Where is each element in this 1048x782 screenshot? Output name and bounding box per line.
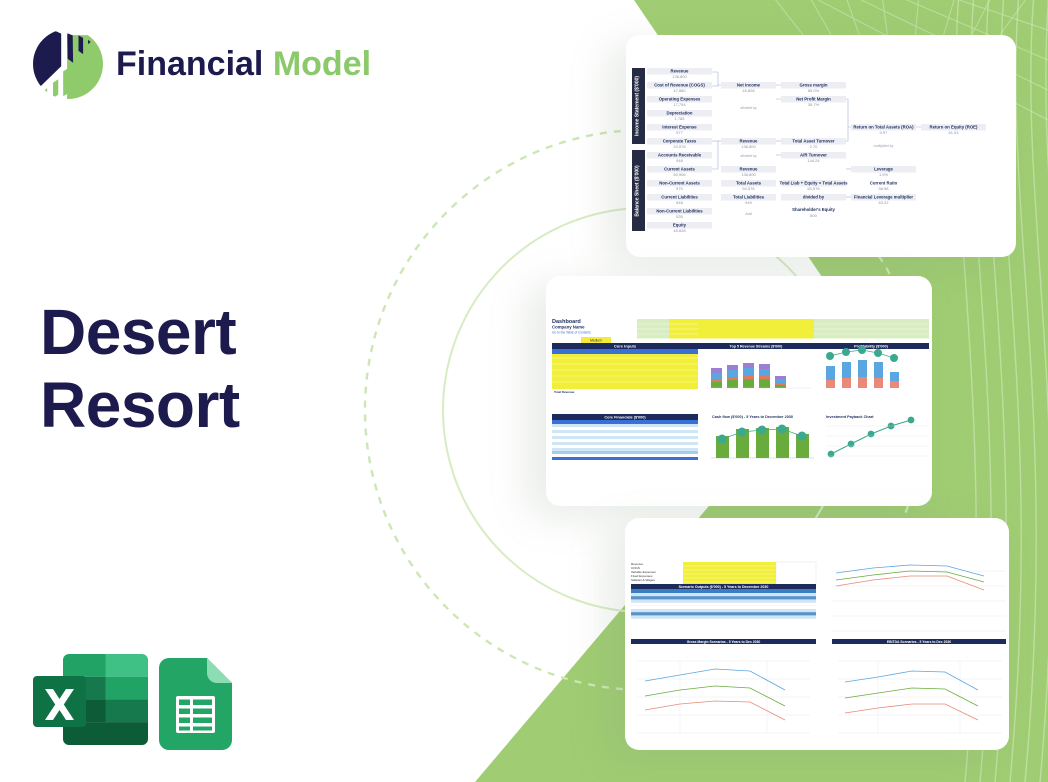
svg-text:Net Income: Net Income bbox=[737, 83, 761, 88]
svg-text:Net Profit Margin: Net Profit Margin bbox=[796, 97, 831, 102]
svg-text:Core Inputs: Core Inputs bbox=[614, 344, 637, 349]
svg-text:Cash flow ($'000) - 5 Years to: Cash flow ($'000) - 5 Years to December … bbox=[712, 415, 793, 419]
svg-text:50,906: 50,906 bbox=[673, 172, 686, 177]
svg-text:577: 577 bbox=[676, 130, 683, 135]
svg-text:Total Liab + Equity = Total As: Total Liab + Equity = Total Assets bbox=[780, 181, 849, 186]
svg-text:Total Revenue: Total Revenue bbox=[554, 390, 575, 394]
svg-text:Balance Sheet ($'000): Balance Sheet ($'000) bbox=[635, 165, 641, 217]
svg-text:Interest Expense: Interest Expense bbox=[662, 125, 697, 130]
svg-text:Scenario Outputs ($'000) - 5 Y: Scenario Outputs ($'000) - 5 Years to De… bbox=[679, 585, 769, 589]
svg-text:Non-Current Liabilities: Non-Current Liabilities bbox=[656, 209, 703, 214]
svg-text:61.03: 61.03 bbox=[948, 130, 959, 135]
svg-text:144.24: 144.24 bbox=[807, 158, 820, 163]
svg-text:Cost of Revenue (COGS): Cost of Revenue (COGS) bbox=[654, 83, 705, 88]
svg-text:Income Statement ($'000): Income Statement ($'000) bbox=[635, 76, 641, 136]
svg-text:EBITDA Scenarios - 5 Years to: EBITDA Scenarios - 5 Years to Dec 2030 bbox=[887, 640, 951, 644]
svg-text:50,576: 50,576 bbox=[807, 186, 820, 191]
svg-text:50,576: 50,576 bbox=[742, 186, 755, 191]
svg-text:Shareholder's Equity: Shareholder's Equity bbox=[792, 207, 835, 212]
svg-text:Total Asset Turnover: Total Asset Turnover bbox=[792, 139, 835, 144]
svg-text:Gross Margin Scenarios - 5 Yea: Gross Margin Scenarios - 5 Years to Dec … bbox=[687, 640, 761, 644]
svg-text:Current Ratio: Current Ratio bbox=[870, 181, 898, 186]
svg-text:Corporate Taxes: Corporate Taxes bbox=[663, 139, 697, 144]
svg-text:Leverage: Leverage bbox=[874, 167, 893, 172]
svg-text:Revenue: Revenue bbox=[671, 69, 690, 74]
svg-text:divided by: divided by bbox=[740, 106, 756, 110]
svg-text:136,800: 136,800 bbox=[672, 74, 687, 79]
svg-text:800: 800 bbox=[810, 213, 817, 218]
svg-text:136,800: 136,800 bbox=[741, 144, 756, 149]
svg-text:46,828: 46,828 bbox=[742, 88, 755, 93]
svg-text:Add: Add bbox=[744, 212, 752, 216]
svg-text:949: 949 bbox=[745, 200, 752, 205]
svg-text:Accounts Receivable: Accounts Receivable bbox=[658, 153, 702, 158]
svg-text:948: 948 bbox=[676, 158, 683, 163]
svg-text:63.22: 63.22 bbox=[878, 200, 889, 205]
svg-text:17,754: 17,754 bbox=[673, 102, 686, 107]
svg-text:multiplied by: multiplied by bbox=[874, 144, 894, 148]
svg-text:Company Name: Company Name bbox=[552, 325, 585, 330]
svg-text:Revenue: Revenue bbox=[740, 167, 759, 172]
svg-text:Revenue: Revenue bbox=[740, 139, 759, 144]
svg-text:Top 5 Revenue Streams ($'000): Top 5 Revenue Streams ($'000) bbox=[730, 345, 784, 349]
svg-text:Current Liabilities: Current Liabilities bbox=[661, 195, 698, 200]
svg-text:Depreciation: Depreciation bbox=[666, 111, 692, 116]
svg-text:Gross margin: Gross margin bbox=[800, 83, 828, 88]
svg-text:Return on Total Assets (ROA): Return on Total Assets (ROA) bbox=[853, 125, 914, 130]
svg-text:Salaries & Wages: Salaries & Wages bbox=[631, 578, 655, 582]
svg-text:A/R Turnover: A/R Turnover bbox=[800, 153, 827, 158]
svg-text:65.0%: 65.0% bbox=[808, 88, 820, 93]
svg-text:20,576: 20,576 bbox=[673, 144, 686, 149]
svg-text:Total Liabilities: Total Liabilities bbox=[733, 195, 765, 200]
svg-text:1,785: 1,785 bbox=[674, 116, 685, 121]
svg-text:136,800: 136,800 bbox=[741, 172, 756, 177]
svg-text:0.97: 0.97 bbox=[880, 130, 889, 135]
svg-text:Operating Expenses: Operating Expenses bbox=[659, 97, 701, 102]
svg-text:Equity: Equity bbox=[673, 223, 687, 228]
svg-text:848: 848 bbox=[676, 200, 683, 205]
svg-text:Go to the Table of Contents: Go to the Table of Contents bbox=[552, 331, 591, 335]
svg-text:Financial Leverage multiplier: Financial Leverage multiplier bbox=[854, 195, 914, 200]
svg-text:2.70: 2.70 bbox=[810, 144, 819, 149]
svg-text:Current Assets: Current Assets bbox=[664, 167, 695, 172]
svg-text:535: 535 bbox=[676, 214, 683, 219]
svg-text:47,880: 47,880 bbox=[673, 88, 686, 93]
svg-text:Medium: Medium bbox=[590, 339, 602, 343]
svg-text:45,628: 45,628 bbox=[673, 228, 686, 233]
svg-text:Return on Equity (ROE): Return on Equity (ROE) bbox=[930, 125, 979, 130]
svg-text:570: 570 bbox=[676, 186, 683, 191]
svg-text:divided by: divided by bbox=[803, 195, 825, 200]
svg-text:Total Assets: Total Assets bbox=[736, 181, 762, 186]
svg-text:Non-Current Assets: Non-Current Assets bbox=[659, 181, 700, 186]
svg-text:Core Financials ($'000): Core Financials ($'000) bbox=[604, 416, 646, 420]
svg-text:divided by: divided by bbox=[740, 154, 756, 158]
svg-text:Investment Payback Chart: Investment Payback Chart bbox=[826, 415, 874, 419]
svg-text:1.9%: 1.9% bbox=[879, 172, 889, 177]
svg-text:58.98: 58.98 bbox=[878, 186, 889, 191]
svg-text:35.7%: 35.7% bbox=[808, 102, 820, 107]
